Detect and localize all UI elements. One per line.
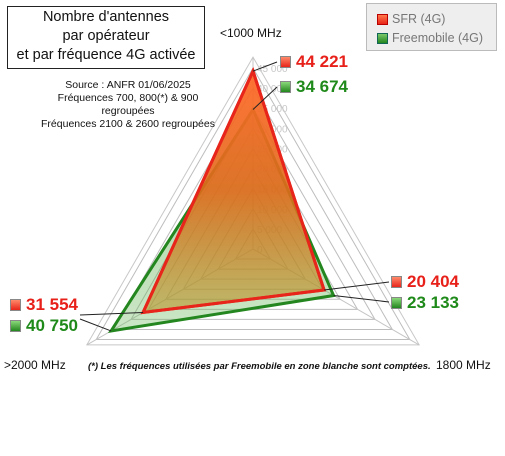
leader-line-sfr-0 [252, 61, 278, 72]
legend: SFR (4G) Freemobile (4G) [366, 3, 497, 51]
value-label-free-2000: 40 750 [10, 316, 78, 336]
chart-title: Nombre d'antennes par opérateur et par f… [7, 6, 205, 69]
value-sfr-1800: 20 404 [407, 272, 459, 291]
footnote: (*) Les fréquences utilisées par Freemob… [88, 361, 431, 372]
axis-label-1800: 1800 MHz [436, 358, 491, 372]
value-leader-lines [79, 61, 390, 332]
legend-item-sfr: SFR (4G) [377, 12, 445, 26]
axis-label-2000: >2000 MHz [4, 358, 66, 372]
value-label-free-1000: 34 674 [280, 77, 348, 97]
free-marker-icon [280, 81, 291, 93]
axis-label-1000: <1000 MHz [220, 26, 282, 40]
value-label-sfr-2000: 31 554 [10, 295, 78, 315]
value-label-sfr-1000: 44 221 [280, 52, 348, 72]
legend-swatch-sfr [377, 13, 388, 25]
radar-series [107, 66, 336, 333]
free-marker-icon [10, 320, 21, 332]
leader-line-free-1 [333, 295, 390, 303]
value-free-1000: 34 674 [296, 77, 348, 96]
title-line-3: et par fréquence 4G activée [16, 47, 196, 63]
legend-label-free: Freemobile (4G) [392, 31, 483, 45]
grid-ring-8 [112, 87, 394, 330]
leader-line-free-0 [252, 86, 278, 110]
source-line-3: Fréquences 2100 & 2600 regroupées [41, 118, 215, 130]
free-marker-icon [391, 297, 402, 309]
grid-ring-9 [95, 67, 411, 340]
grid-frame [85, 56, 421, 346]
title-line-1: Nombre d'antennes [42, 9, 170, 25]
source-line-1: Source : ANFR 01/06/2025 [65, 79, 191, 91]
tick-label-7: 35 000 [257, 104, 288, 115]
sfr-marker-icon [10, 299, 21, 311]
value-label-sfr-1800: 20 404 [391, 272, 459, 292]
legend-label-sfr: SFR (4G) [392, 12, 446, 26]
value-sfr-1000: 44 221 [296, 52, 348, 71]
leader-line-free-2 [79, 318, 112, 332]
series-outline-sfr [140, 66, 327, 315]
legend-item-free: Freemobile (4G) [377, 31, 483, 45]
leader-line-sfr-1 [324, 281, 390, 291]
source-line-2: Fréquences 700, 800(*) & 900 regroupées [57, 92, 199, 117]
value-sfr-2000: 31 554 [26, 295, 78, 314]
legend-swatch-free [377, 32, 388, 44]
tick-label-8: 40 000 [257, 84, 288, 95]
leader-line-sfr-2 [79, 311, 144, 316]
value-free-2000: 40 750 [26, 316, 78, 335]
value-label-free-1800: 23 133 [391, 293, 459, 313]
source-note: Source : ANFR 01/06/2025 Fréquences 700,… [30, 79, 226, 131]
sfr-marker-icon [280, 56, 291, 68]
value-free-1800: 23 133 [407, 293, 459, 312]
title-line-2: par opérateur [62, 28, 150, 44]
sfr-marker-icon [391, 276, 402, 288]
tick-label-9: 45 000 [257, 64, 288, 75]
